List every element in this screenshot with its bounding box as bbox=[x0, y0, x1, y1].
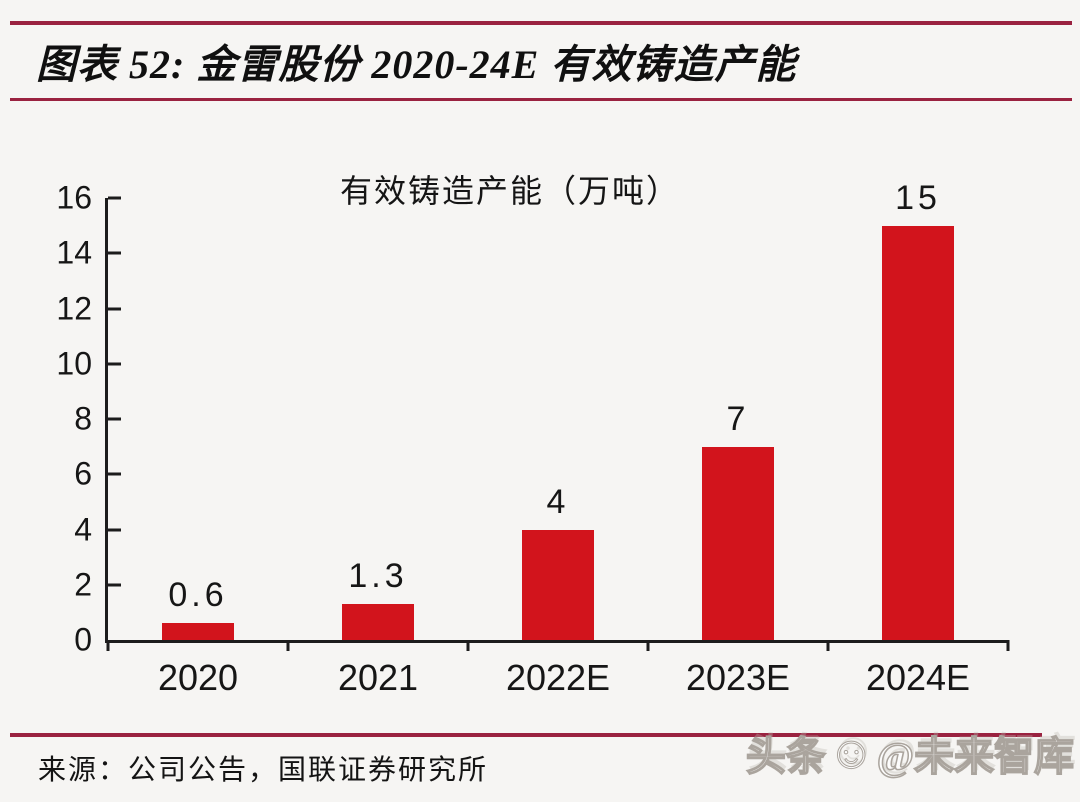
watermark: 头条 ☺ @未来智库 bbox=[745, 724, 1075, 782]
x-tick-mark bbox=[1006, 640, 1010, 651]
bar-value-label: 7 bbox=[726, 399, 750, 438]
bar-slot: 4 2022E bbox=[468, 198, 648, 699]
smiley-logo-icon: ☺ bbox=[827, 727, 875, 778]
bar-value-label: 4 bbox=[546, 482, 570, 521]
bar-2024E: 15 bbox=[882, 179, 954, 640]
header-rule-top bbox=[10, 21, 1072, 25]
header-rule-bottom bbox=[10, 98, 1072, 101]
x-axis-label: 2020 bbox=[157, 657, 239, 698]
y-tick-label: 8 bbox=[74, 400, 92, 437]
bar-2022E: 4 bbox=[522, 483, 594, 640]
y-tick-label: 4 bbox=[74, 511, 92, 547]
x-tick-mark bbox=[106, 640, 110, 651]
source-note: 来源：公司公告，国联证券研究所 bbox=[38, 755, 489, 786]
bar-value-label: 0.6 bbox=[168, 576, 228, 615]
y-tick-mark bbox=[108, 417, 121, 421]
x-axis-label: 2024E bbox=[865, 657, 971, 698]
y-tick-mark bbox=[108, 528, 121, 531]
bar-2021: 1.3 bbox=[342, 557, 414, 640]
y-tick-mark bbox=[108, 251, 121, 255]
y-tick-label: 0 bbox=[74, 621, 92, 658]
x-axis-label: 2021 bbox=[337, 657, 419, 698]
x-tick-mark bbox=[826, 640, 830, 651]
y-tick-mark bbox=[108, 472, 121, 476]
y-tick-mark bbox=[108, 362, 121, 366]
chart-title: 有效铸造产能（万吨） bbox=[339, 173, 680, 209]
y-tick-label: 6 bbox=[74, 455, 92, 492]
bar-2023E: 7 bbox=[702, 400, 774, 640]
x-tick-mark bbox=[466, 640, 470, 651]
x-axis-label: 2023E bbox=[685, 657, 791, 698]
y-tick-label: 10 bbox=[56, 345, 92, 382]
y-tick-label: 14 bbox=[56, 234, 92, 271]
bar-slot: 7 2023E bbox=[648, 198, 828, 698]
bar-slot: 15 2024E bbox=[828, 179, 1008, 698]
footer-rule bbox=[10, 733, 1042, 737]
y-tick-mark bbox=[108, 307, 121, 310]
bar-slot: 1.3 2021 bbox=[288, 198, 468, 698]
bar-value-label: 1.3 bbox=[348, 557, 408, 596]
y-tick-label: 2 bbox=[74, 566, 92, 603]
x-axis-label: 2022E bbox=[505, 657, 611, 698]
y-tick-mark bbox=[108, 196, 121, 200]
bar-slot: 0.6 2020 bbox=[108, 198, 288, 698]
y-axis-labels: 0 2 4 6 8 10 12 14 16 bbox=[0, 180, 92, 658]
x-tick-mark bbox=[286, 640, 290, 651]
y-tick-label: 12 bbox=[56, 290, 92, 326]
plot-area: 0.6 2020 1.3 2021 4 2022E 7 2023E 15 2024E bbox=[105, 179, 1010, 699]
bar-2020: 0.6 bbox=[162, 576, 234, 640]
bar-value-label: 15 bbox=[895, 178, 941, 217]
y-tick-mark bbox=[108, 583, 121, 587]
y-tick-label: 16 bbox=[56, 179, 92, 216]
watermark-handle: @未来智库 bbox=[876, 733, 1075, 780]
figure-title: 图表 52: 金雷股份 2020-24E 有效铸造产能 bbox=[36, 42, 797, 87]
watermark-prefix: 头条 bbox=[745, 733, 827, 780]
x-tick-mark bbox=[646, 640, 650, 651]
